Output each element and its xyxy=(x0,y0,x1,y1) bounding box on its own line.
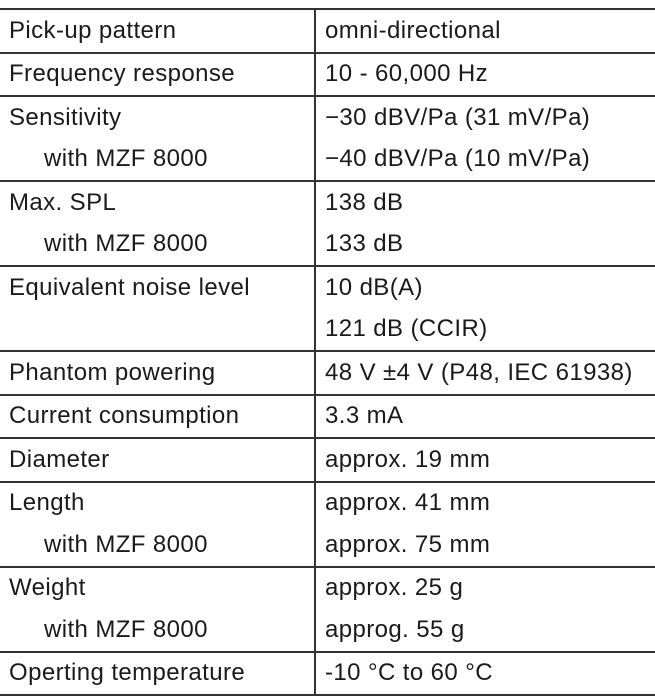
spec-value: approx. 19 mm xyxy=(316,446,490,474)
spec-row: Max. SPL 138 dB xyxy=(0,182,655,224)
spec-value: −30 dBV/Pa (31 mV/Pa) xyxy=(316,104,590,132)
spec-row: Diameter approx. 19 mm xyxy=(0,439,655,481)
spec-sublabel: with MZF 8000 xyxy=(0,524,316,566)
spec-subvalue: −40 dBV/Pa (10 mV/Pa) xyxy=(316,145,590,173)
spec-row: Frequency response 10 - 60,000 Hz xyxy=(0,54,655,96)
spec-label: Max. SPL xyxy=(0,182,316,224)
spec-group-sensitivity: Sensitivity −30 dBV/Pa (31 mV/Pa) with M… xyxy=(0,95,655,180)
spec-group-operating-temperature: Operting temperature -10 °C to 60 °C xyxy=(0,651,655,696)
spec-subvalue: approg. 55 g xyxy=(316,616,465,644)
spec-label: Frequency response xyxy=(0,54,316,96)
spec-value: 10 - 60,000 Hz xyxy=(316,60,488,88)
spec-sublabel: with MZF 8000 xyxy=(0,609,316,651)
spec-value: approx. 25 g xyxy=(316,574,463,602)
spec-sublabel xyxy=(0,309,316,351)
spec-table: Pick-up pattern omni-directional Frequen… xyxy=(0,8,655,696)
spec-row: Equivalent noise level 10 dB(A) xyxy=(0,267,655,309)
spec-label: Length xyxy=(0,483,316,525)
spec-value: -10 °C to 60 °C xyxy=(316,659,493,687)
spec-group-length: Length approx. 41 mm with MZF 8000 appro… xyxy=(0,481,655,566)
spec-sublabel: with MZF 8000 xyxy=(0,224,316,266)
spec-label: Diameter xyxy=(0,439,316,481)
spec-subvalue: 121 dB (CCIR) xyxy=(316,315,488,343)
spec-label: Sensitivity xyxy=(0,97,316,139)
spec-row: Sensitivity −30 dBV/Pa (31 mV/Pa) xyxy=(0,97,655,139)
spec-group-diameter: Diameter approx. 19 mm xyxy=(0,437,655,481)
spec-value: approx. 41 mm xyxy=(316,489,490,517)
spec-row: Operting temperature -10 °C to 60 °C xyxy=(0,653,655,695)
spec-row: Current consumption 3.3 mA xyxy=(0,396,655,438)
spec-group-equivalent-noise-level: Equivalent noise level 10 dB(A) 121 dB (… xyxy=(0,265,655,350)
spec-sublabel: with MZF 8000 xyxy=(0,139,316,181)
spec-label: Operting temperature xyxy=(0,653,316,695)
spec-subvalue: approx. 75 mm xyxy=(316,531,490,559)
spec-group-weight: Weight approx. 25 g with MZF 8000 approg… xyxy=(0,566,655,651)
spec-row: Weight approx. 25 g xyxy=(0,568,655,610)
spec-group-frequency-response: Frequency response 10 - 60,000 Hz xyxy=(0,52,655,96)
spec-group-pickup-pattern: Pick-up pattern omni-directional xyxy=(0,8,655,52)
spec-value: 3.3 mA xyxy=(316,402,403,430)
spec-label: Phantom powering xyxy=(0,352,316,394)
spec-subrow: with MZF 8000 133 dB xyxy=(0,224,655,266)
spec-group-phantom-powering: Phantom powering 48 V ±4 V (P48, IEC 619… xyxy=(0,350,655,394)
spec-subvalue: 133 dB xyxy=(316,230,403,258)
spec-subrow: with MZF 8000 approg. 55 g xyxy=(0,609,655,651)
spec-row: Phantom powering 48 V ±4 V (P48, IEC 619… xyxy=(0,352,655,394)
spec-row: Length approx. 41 mm xyxy=(0,483,655,525)
spec-label: Pick-up pattern xyxy=(0,10,316,52)
spec-row: Pick-up pattern omni-directional xyxy=(0,10,655,52)
spec-label: Weight xyxy=(0,568,316,610)
spec-group-current-consumption: Current consumption 3.3 mA xyxy=(0,394,655,438)
spec-value: 138 dB xyxy=(316,189,403,217)
spec-subrow: with MZF 8000 approx. 75 mm xyxy=(0,524,655,566)
spec-subrow: with MZF 8000 −40 dBV/Pa (10 mV/Pa) xyxy=(0,139,655,181)
spec-group-max-spl: Max. SPL 138 dB with MZF 8000 133 dB xyxy=(0,180,655,265)
spec-value: 48 V ±4 V (P48, IEC 61938) xyxy=(316,359,633,387)
spec-value: omni-directional xyxy=(316,17,501,45)
spec-label: Equivalent noise level xyxy=(0,267,316,309)
spec-subrow: 121 dB (CCIR) xyxy=(0,309,655,351)
spec-label: Current consumption xyxy=(0,396,316,438)
spec-value: 10 dB(A) xyxy=(316,274,423,302)
